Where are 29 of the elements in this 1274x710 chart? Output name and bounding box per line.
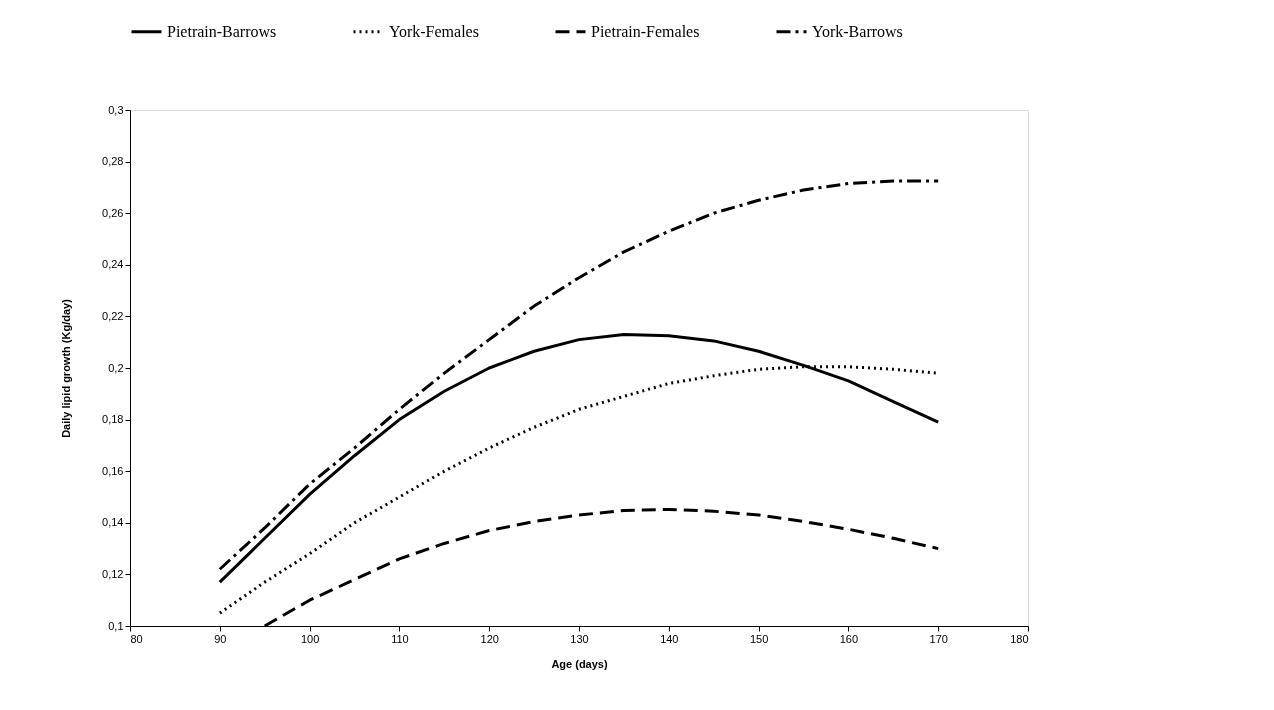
y-tick-label: 0,18 <box>102 413 124 426</box>
x-tick-label: 160 <box>839 632 859 645</box>
x-tick-label: 150 <box>749 632 769 645</box>
legend-label: Pietrain-Barrows <box>167 22 277 40</box>
x-tick-label: 140 <box>660 632 679 645</box>
line-series <box>218 179 940 571</box>
y-tick-label: 0,3 <box>108 103 124 116</box>
x-tick-label: 100 <box>300 632 320 645</box>
y-axis-title: Daily lipid growth (Kg/day) <box>60 298 73 438</box>
legend-label: York-Females <box>389 22 479 40</box>
y-tick-label: 0,16 <box>102 464 124 477</box>
x-tick-label: 170 <box>929 632 948 645</box>
y-tick-label: 0,12 <box>102 567 124 580</box>
y-tick-label: 0,22 <box>102 309 124 322</box>
legend-label: Pietrain-Females <box>591 22 700 40</box>
legend-label: York-Barrows <box>812 22 903 40</box>
x-tick-label: 110 <box>391 632 409 645</box>
y-tick-label: 0,28 <box>102 155 124 168</box>
x-tick-label: 180 <box>1010 632 1029 645</box>
y-tick-label: 0,2 <box>108 361 124 374</box>
x-tick-label: 90 <box>214 632 227 645</box>
y-tick-label: 0,24 <box>102 258 124 271</box>
x-tick-label: 130 <box>570 632 589 645</box>
y-tick-label: 0,1 <box>108 619 124 632</box>
y-tick-label: 0,26 <box>102 206 124 219</box>
x-tick-label: 120 <box>480 632 499 645</box>
x-axis-title: Age (days) <box>551 657 608 670</box>
y-tick-label: 0,14 <box>102 516 124 529</box>
x-tick-label: 80 <box>130 632 143 645</box>
